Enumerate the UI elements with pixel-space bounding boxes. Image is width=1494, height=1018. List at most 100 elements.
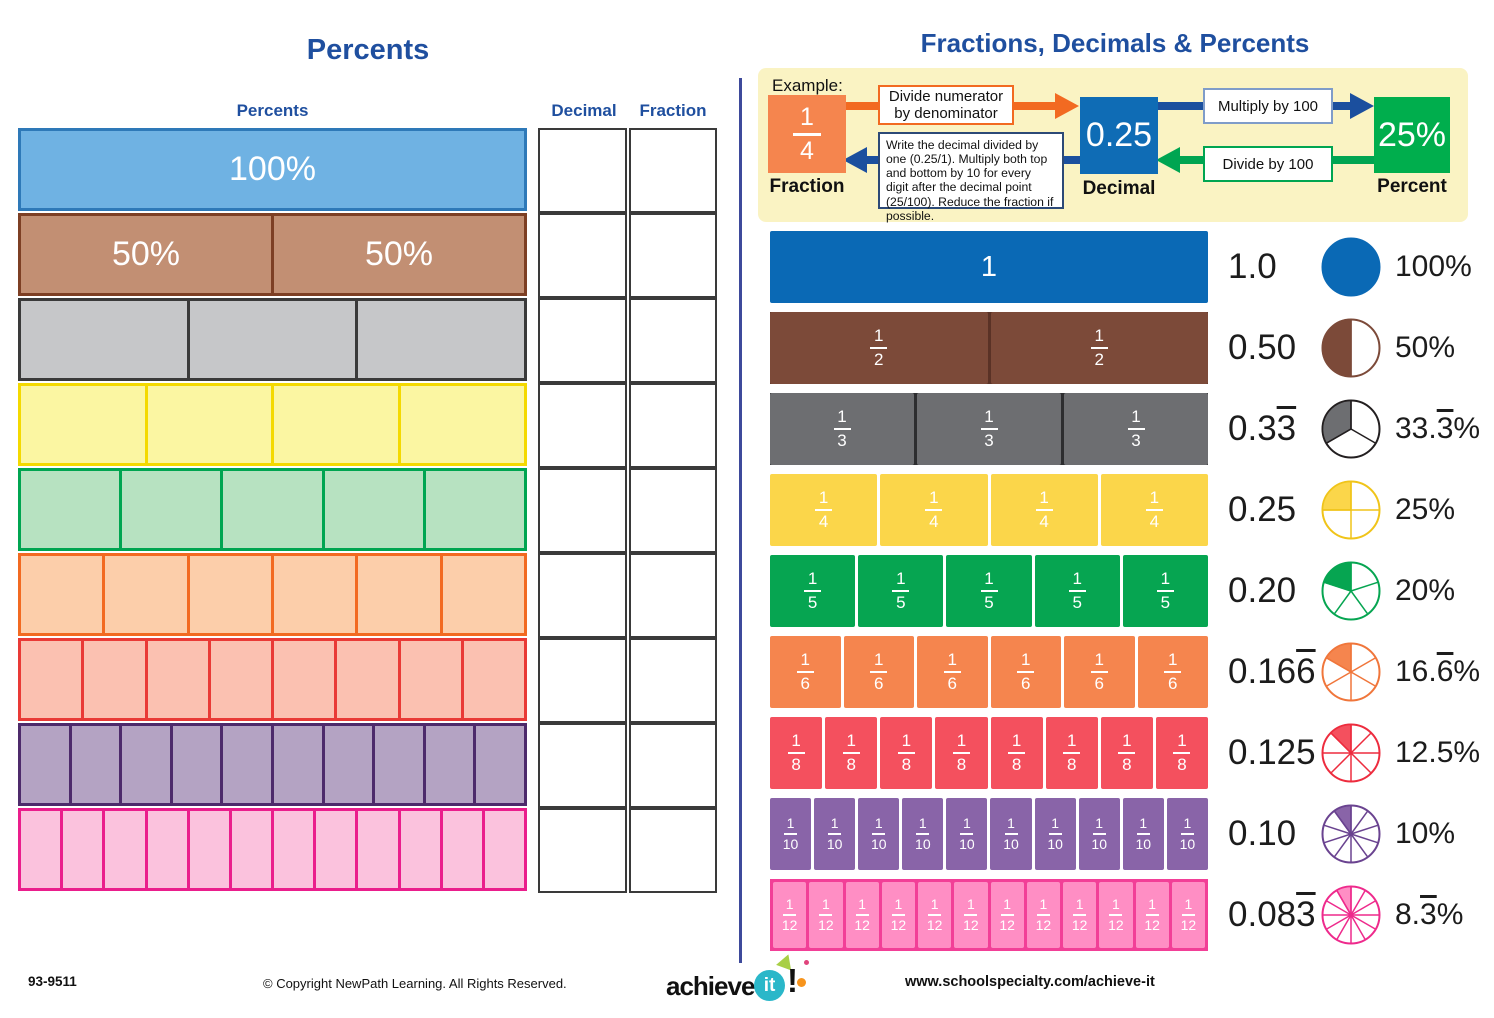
fraction-caption: Fraction [769,176,845,197]
fraction-tile: 1 12 [918,882,952,948]
fdp-row: 1 2 1 2 0.50 50% [770,312,1490,384]
tile-denominator: 10 [915,835,931,852]
tile-fraction-line [952,752,970,754]
bar-segment [68,723,123,806]
bar-segment [60,808,106,891]
tile-denominator: 12 [781,916,798,933]
tile-numerator: 1 [1094,649,1104,669]
fraction-pie [1320,398,1382,460]
tile-fraction-line [1090,347,1108,349]
tile-fraction-line [784,833,798,835]
tile-denominator: 2 [1094,349,1104,369]
percent-value: 20% [1395,574,1456,607]
tile-numerator: 1 [930,896,939,913]
tile-numerator: 1 [874,815,883,832]
decimal-answer-cell [538,213,627,298]
fraction-answer-cell [629,383,717,468]
fraction-answer-cell [629,723,717,808]
decimal-value: 0.50 [1228,328,1297,367]
fraction-tile: 1 10 [858,798,900,870]
fdp-row: 1 5 1 5 1 5 1 5 1 5 0.20 20% [770,555,1490,627]
percent-bar-row [18,383,717,468]
tile-fraction-line [1092,833,1106,835]
fraction-bar-line [793,132,821,136]
tile-denominator: 8 [1066,754,1077,774]
logo-exclamation: ! [787,962,798,999]
tile-numerator: 1 [1072,568,1082,588]
tile-fraction-line [1017,671,1035,673]
tile-fraction-line [872,833,886,835]
fraction-tile: 1 10 [990,798,1032,870]
tile-numerator: 1 [1160,568,1171,588]
tile-fraction-line [833,428,851,430]
percent-value: 50% [1395,331,1456,364]
copyright-text: © Copyright NewPath Learning. All Rights… [263,976,567,991]
tile-fraction-line [1118,752,1136,754]
fraction-bar: 1 [770,231,1208,303]
bar-segment [119,468,224,551]
example-fraction-square: 1 4 [768,95,846,173]
tile-numerator: 1 [807,568,818,588]
tile-numerator: 1 [874,325,884,345]
tile-numerator: 1 [837,406,847,426]
tile-fraction-line [1008,752,1026,754]
tile-numerator: 1 [1003,896,1012,913]
tile-numerator: 1 [1066,730,1077,750]
percent-bar-row [18,723,717,808]
decimal-column-header: Decimal [551,101,617,120]
bar-segment [460,638,527,721]
percent-bar-row [18,468,717,553]
fraction-pie [1320,317,1382,379]
tile-fraction-line [1035,509,1053,511]
tile-denominator: 12 [926,916,943,933]
tile-fraction-line [1036,914,1050,916]
tile-fraction-line [943,671,961,673]
tile-denominator: 8 [1011,754,1022,774]
tile-fraction-line [870,347,888,349]
bar-segment [18,298,190,381]
tile-fraction-line [1068,590,1086,592]
bar-column-header: Percents [236,101,309,120]
tile-denominator: 10 [1003,835,1019,852]
tile-numerator: 1 [858,896,867,913]
tile-numerator: 1 [800,649,810,669]
fraction-tile: 1 12 [881,882,915,948]
bar-segment [186,553,274,636]
tile-fraction-line [1004,833,1018,835]
example-percent-square: 25% [1374,97,1450,173]
tile-denominator: 6 [874,673,884,693]
tile-numerator: 1 [1177,730,1187,750]
bar-segment [18,723,72,806]
tile-denominator: 4 [818,511,829,531]
percent-bar [18,553,527,636]
bar-segment [186,808,232,891]
decimal-answer-cell [538,723,627,808]
tile-numerator: 1 [1149,487,1160,507]
percent-bar-row [18,298,717,383]
decimal-answer-cell [538,638,627,723]
tile-fraction-line [1063,752,1081,754]
tile-fraction-line [980,590,998,592]
fraction-tile: 1 12 [1063,882,1097,948]
percent-bar [18,638,527,721]
bar-segment [270,723,325,806]
tile-fraction-line [1164,671,1182,673]
tile-fraction-line [787,752,805,754]
tile-denominator: 8 [846,754,856,774]
tile-numerator: 1 [963,815,971,832]
tile-denominator: 2 [874,349,884,369]
decimal-answer-cell [538,808,627,893]
bar-segment [397,808,443,891]
tile-denominator: 3 [984,430,994,450]
percent-bar-row: 50% 50% [18,213,717,298]
